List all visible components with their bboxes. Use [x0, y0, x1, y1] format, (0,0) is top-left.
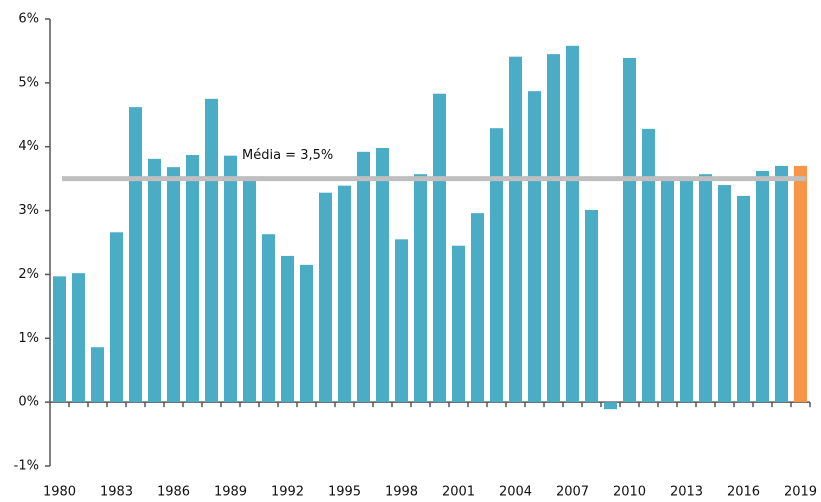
bar [186, 155, 199, 403]
bar [699, 174, 712, 403]
x-tick-label: 1986 [157, 485, 190, 500]
bar [376, 147, 389, 403]
y-tick-label: 4% [18, 139, 39, 154]
x-tick-label: 1983 [100, 485, 133, 500]
bar [680, 179, 693, 403]
x-tick-label: 2016 [727, 485, 760, 500]
bar [148, 158, 161, 403]
x-tick-label: 1992 [271, 485, 304, 500]
y-tick-label: 3% [18, 203, 39, 218]
x-tick-label: 1989 [214, 485, 247, 500]
x-tick-label: 2001 [442, 485, 475, 500]
x-tick-label: 2007 [556, 485, 589, 500]
x-tick-label: 2019 [784, 485, 817, 500]
bar [300, 264, 313, 403]
y-tick-label: -1% [14, 459, 39, 474]
bar [604, 402, 617, 410]
bar [585, 209, 598, 403]
bar [357, 151, 370, 403]
bar [737, 195, 750, 403]
bar [129, 107, 142, 403]
bar [566, 45, 579, 403]
y-tick-label: 0% [18, 395, 39, 410]
bar [623, 57, 636, 403]
bar [775, 165, 788, 403]
y-tick-label: 5% [18, 75, 39, 90]
y-tick-label: 6% [18, 12, 39, 27]
bar [319, 192, 332, 403]
y-tick-label: 2% [18, 267, 39, 282]
bar [224, 155, 237, 403]
x-tick-label: 2010 [613, 485, 646, 500]
bar [205, 98, 218, 403]
bar [91, 347, 104, 403]
bar [642, 128, 655, 403]
x-tick-label: 1998 [385, 485, 418, 500]
bar [167, 167, 180, 403]
bar [718, 185, 731, 403]
bar [756, 170, 769, 403]
bar [262, 234, 275, 403]
bar [661, 178, 674, 403]
bar [395, 239, 408, 403]
bar [547, 54, 560, 403]
bar [414, 174, 427, 403]
bar [490, 128, 503, 403]
y-tick-label: 1% [18, 331, 39, 346]
bar [452, 245, 465, 403]
bar [72, 273, 85, 403]
bar [110, 232, 123, 403]
bar [433, 93, 446, 403]
bar [794, 165, 807, 403]
x-tick-label: 1995 [328, 485, 361, 500]
annotation: Média = 3,5% [242, 148, 333, 163]
bar [53, 276, 66, 403]
x-tick-label: 1980 [43, 485, 76, 500]
bar [338, 185, 351, 403]
bar [509, 56, 522, 403]
x-tick-label: 2013 [670, 485, 703, 500]
bar [281, 255, 294, 403]
bar [243, 179, 256, 403]
bar [471, 213, 484, 403]
bar [528, 91, 541, 403]
x-tick-label: 2004 [499, 485, 532, 500]
